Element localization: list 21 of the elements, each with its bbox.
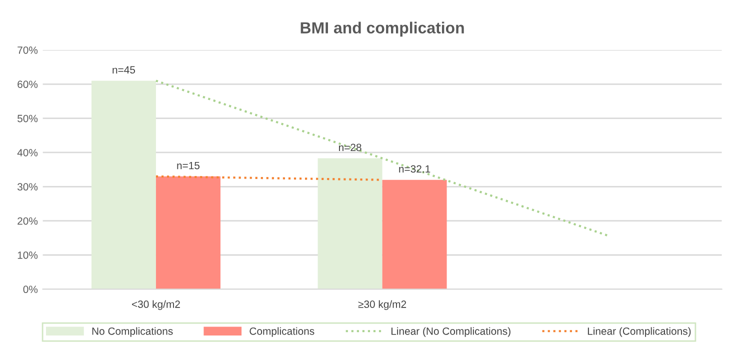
chart-title: BMI and complication	[300, 22, 464, 37]
bar	[156, 176, 220, 290]
annotation: n=45	[112, 66, 136, 74]
y-tick-label: 40%	[17, 148, 38, 156]
bar	[318, 158, 382, 290]
x-tick-label: ≥30 kg/m2	[358, 300, 406, 310]
x-tick-label: <30 kg/m2	[132, 300, 180, 310]
legend-label: Linear (Complications)	[588, 327, 691, 337]
bar	[91, 80, 156, 290]
y-tick-label: 70%	[18, 46, 38, 54]
y-tick-label: 60%	[18, 80, 38, 88]
legend-label: Complications	[250, 327, 314, 337]
y-tick-label: 20%	[18, 217, 38, 225]
y-tick-label: 10%	[18, 252, 38, 259]
annotation: n=15	[177, 162, 200, 170]
y-tick-label: 30%	[17, 183, 38, 191]
y-tick-label: 0%	[23, 286, 38, 294]
y-tick-label: 50%	[18, 114, 38, 122]
bar	[382, 180, 447, 290]
legend-label: Linear (No Complications)	[391, 327, 510, 337]
legend-label: No Complications	[92, 327, 173, 337]
